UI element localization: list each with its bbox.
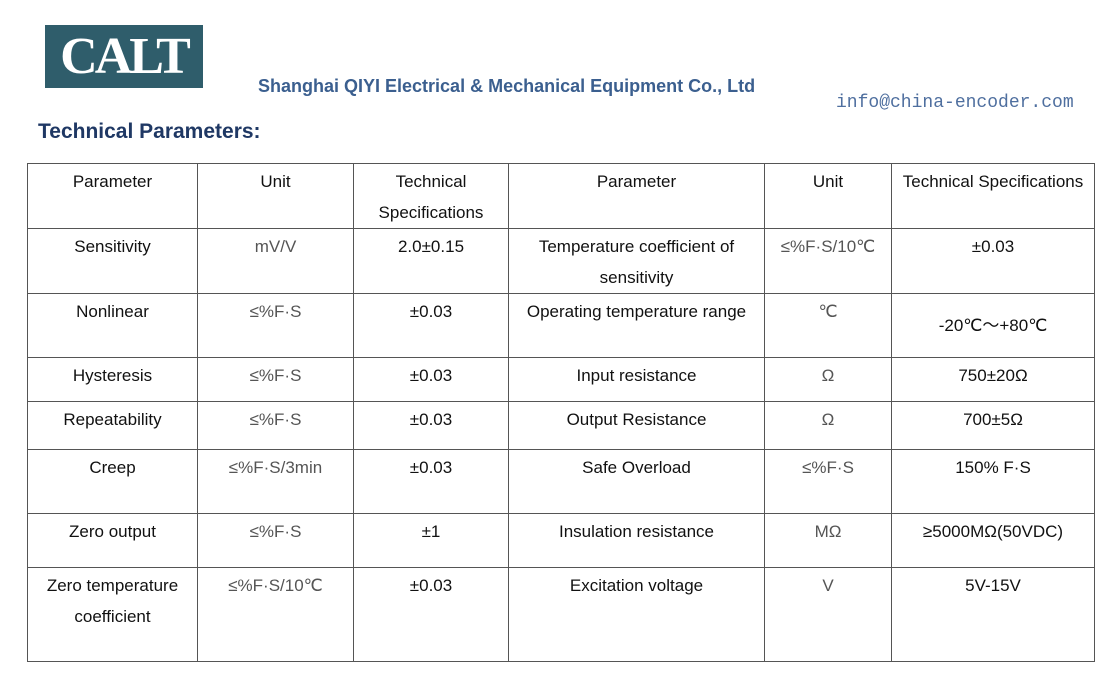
table-cell: 2.0±0.15 — [353, 228, 509, 294]
table-row: Zero output ≤%F·S ±1 Insulation resistance M… — [27, 513, 1095, 568]
table-cell: V — [764, 567, 892, 662]
table-cell: ±0.03 — [891, 228, 1095, 294]
table-cell: -20℃～+80℃ — [891, 293, 1095, 358]
table-cell: ±0.03 — [353, 401, 509, 450]
table-cell: ≤%F·S — [197, 293, 354, 358]
table-cell: Creep — [27, 449, 198, 514]
logo: CALT — [45, 25, 203, 88]
section-title: Technical Parameters: — [38, 120, 261, 143]
table-cell: ±0.03 — [353, 357, 509, 402]
header-cell: Parameter — [27, 163, 198, 229]
table-cell: mV/V — [197, 228, 354, 294]
table-row: Creep ≤%F·S/3min ±0.03 Safe Overload ≤%F·S 15… — [27, 449, 1095, 514]
table-cell: ℃ — [764, 293, 892, 358]
table-cell: ±0.03 — [353, 293, 509, 358]
table-row: Hysteresis ≤%F·S ±0.03 Input resistance Ω 750… — [27, 357, 1095, 402]
table-cell: ≤%F·S — [197, 357, 354, 402]
table-cell: 700±5Ω — [891, 401, 1095, 450]
table-cell: ≤%F·S/10℃ — [197, 567, 354, 662]
table-cell: Input resistance — [508, 357, 765, 402]
table-cell: Output Resistance — [508, 401, 765, 450]
table-cell: Safe Overload — [508, 449, 765, 514]
header-cell: Unit — [764, 163, 892, 229]
table-cell: Insulation resistance — [508, 513, 765, 568]
table-cell: ≤%F·S — [197, 401, 354, 450]
table-cell: ±1 — [353, 513, 509, 568]
header-row: Parameter Unit Technical Specifications Par… — [27, 163, 1095, 229]
email: info@china-encoder.com — [836, 93, 1074, 113]
table-cell: Repeatability — [27, 401, 198, 450]
header-cell: Technical Specifications — [353, 163, 509, 229]
table-cell: Excitation voltage — [508, 567, 765, 662]
table-cell: Sensitivity — [27, 228, 198, 294]
table-cell: 750±20Ω — [891, 357, 1095, 402]
header-cell: Parameter — [508, 163, 765, 229]
table-cell: ≤%F·S — [197, 513, 354, 568]
company-name: Shanghai QIYI Electrical & Mechanical Eq… — [258, 76, 756, 96]
table-cell: Ω — [764, 357, 892, 402]
table-cell: Temperature coefficient of sensitivity — [508, 228, 765, 294]
table-row: Nonlinear ≤%F·S ±0.03 Operating temperature… — [27, 293, 1095, 358]
spec-table: Parameter Unit Technical Specifications Par… — [27, 163, 1095, 662]
table-cell: ≥5000MΩ(50VDC) — [891, 513, 1095, 568]
header-cell: Unit — [197, 163, 354, 229]
table-cell: MΩ — [764, 513, 892, 568]
table-row: Repeatability ≤%F·S ±0.03 Output Resistance… — [27, 401, 1095, 450]
table-cell: 150% F·S — [891, 449, 1095, 514]
table-cell: Operating temperature range — [508, 293, 765, 358]
table-cell: ≤%F·S/10℃ — [764, 228, 892, 294]
table-cell: Zero output — [27, 513, 198, 568]
table-row: Zero temperature coefficient ≤%F·S/10℃ ±0.… — [27, 567, 1095, 662]
table-cell: ≤%F·S — [764, 449, 892, 514]
table-cell: ±0.03 — [353, 449, 509, 514]
table-row: Sensitivity mV/V 2.0±0.15 Temperature coeff… — [27, 228, 1095, 294]
table-cell: Hysteresis — [27, 357, 198, 402]
table-cell: Zero temperature coefficient — [27, 567, 198, 662]
table-cell: 5V-15V — [891, 567, 1095, 662]
header-cell: Technical Specifications — [891, 163, 1095, 229]
table-cell: ≤%F·S/3min — [197, 449, 354, 514]
table-cell: Ω — [764, 401, 892, 450]
table-cell: Nonlinear — [27, 293, 198, 358]
table-cell: ±0.03 — [353, 567, 509, 662]
